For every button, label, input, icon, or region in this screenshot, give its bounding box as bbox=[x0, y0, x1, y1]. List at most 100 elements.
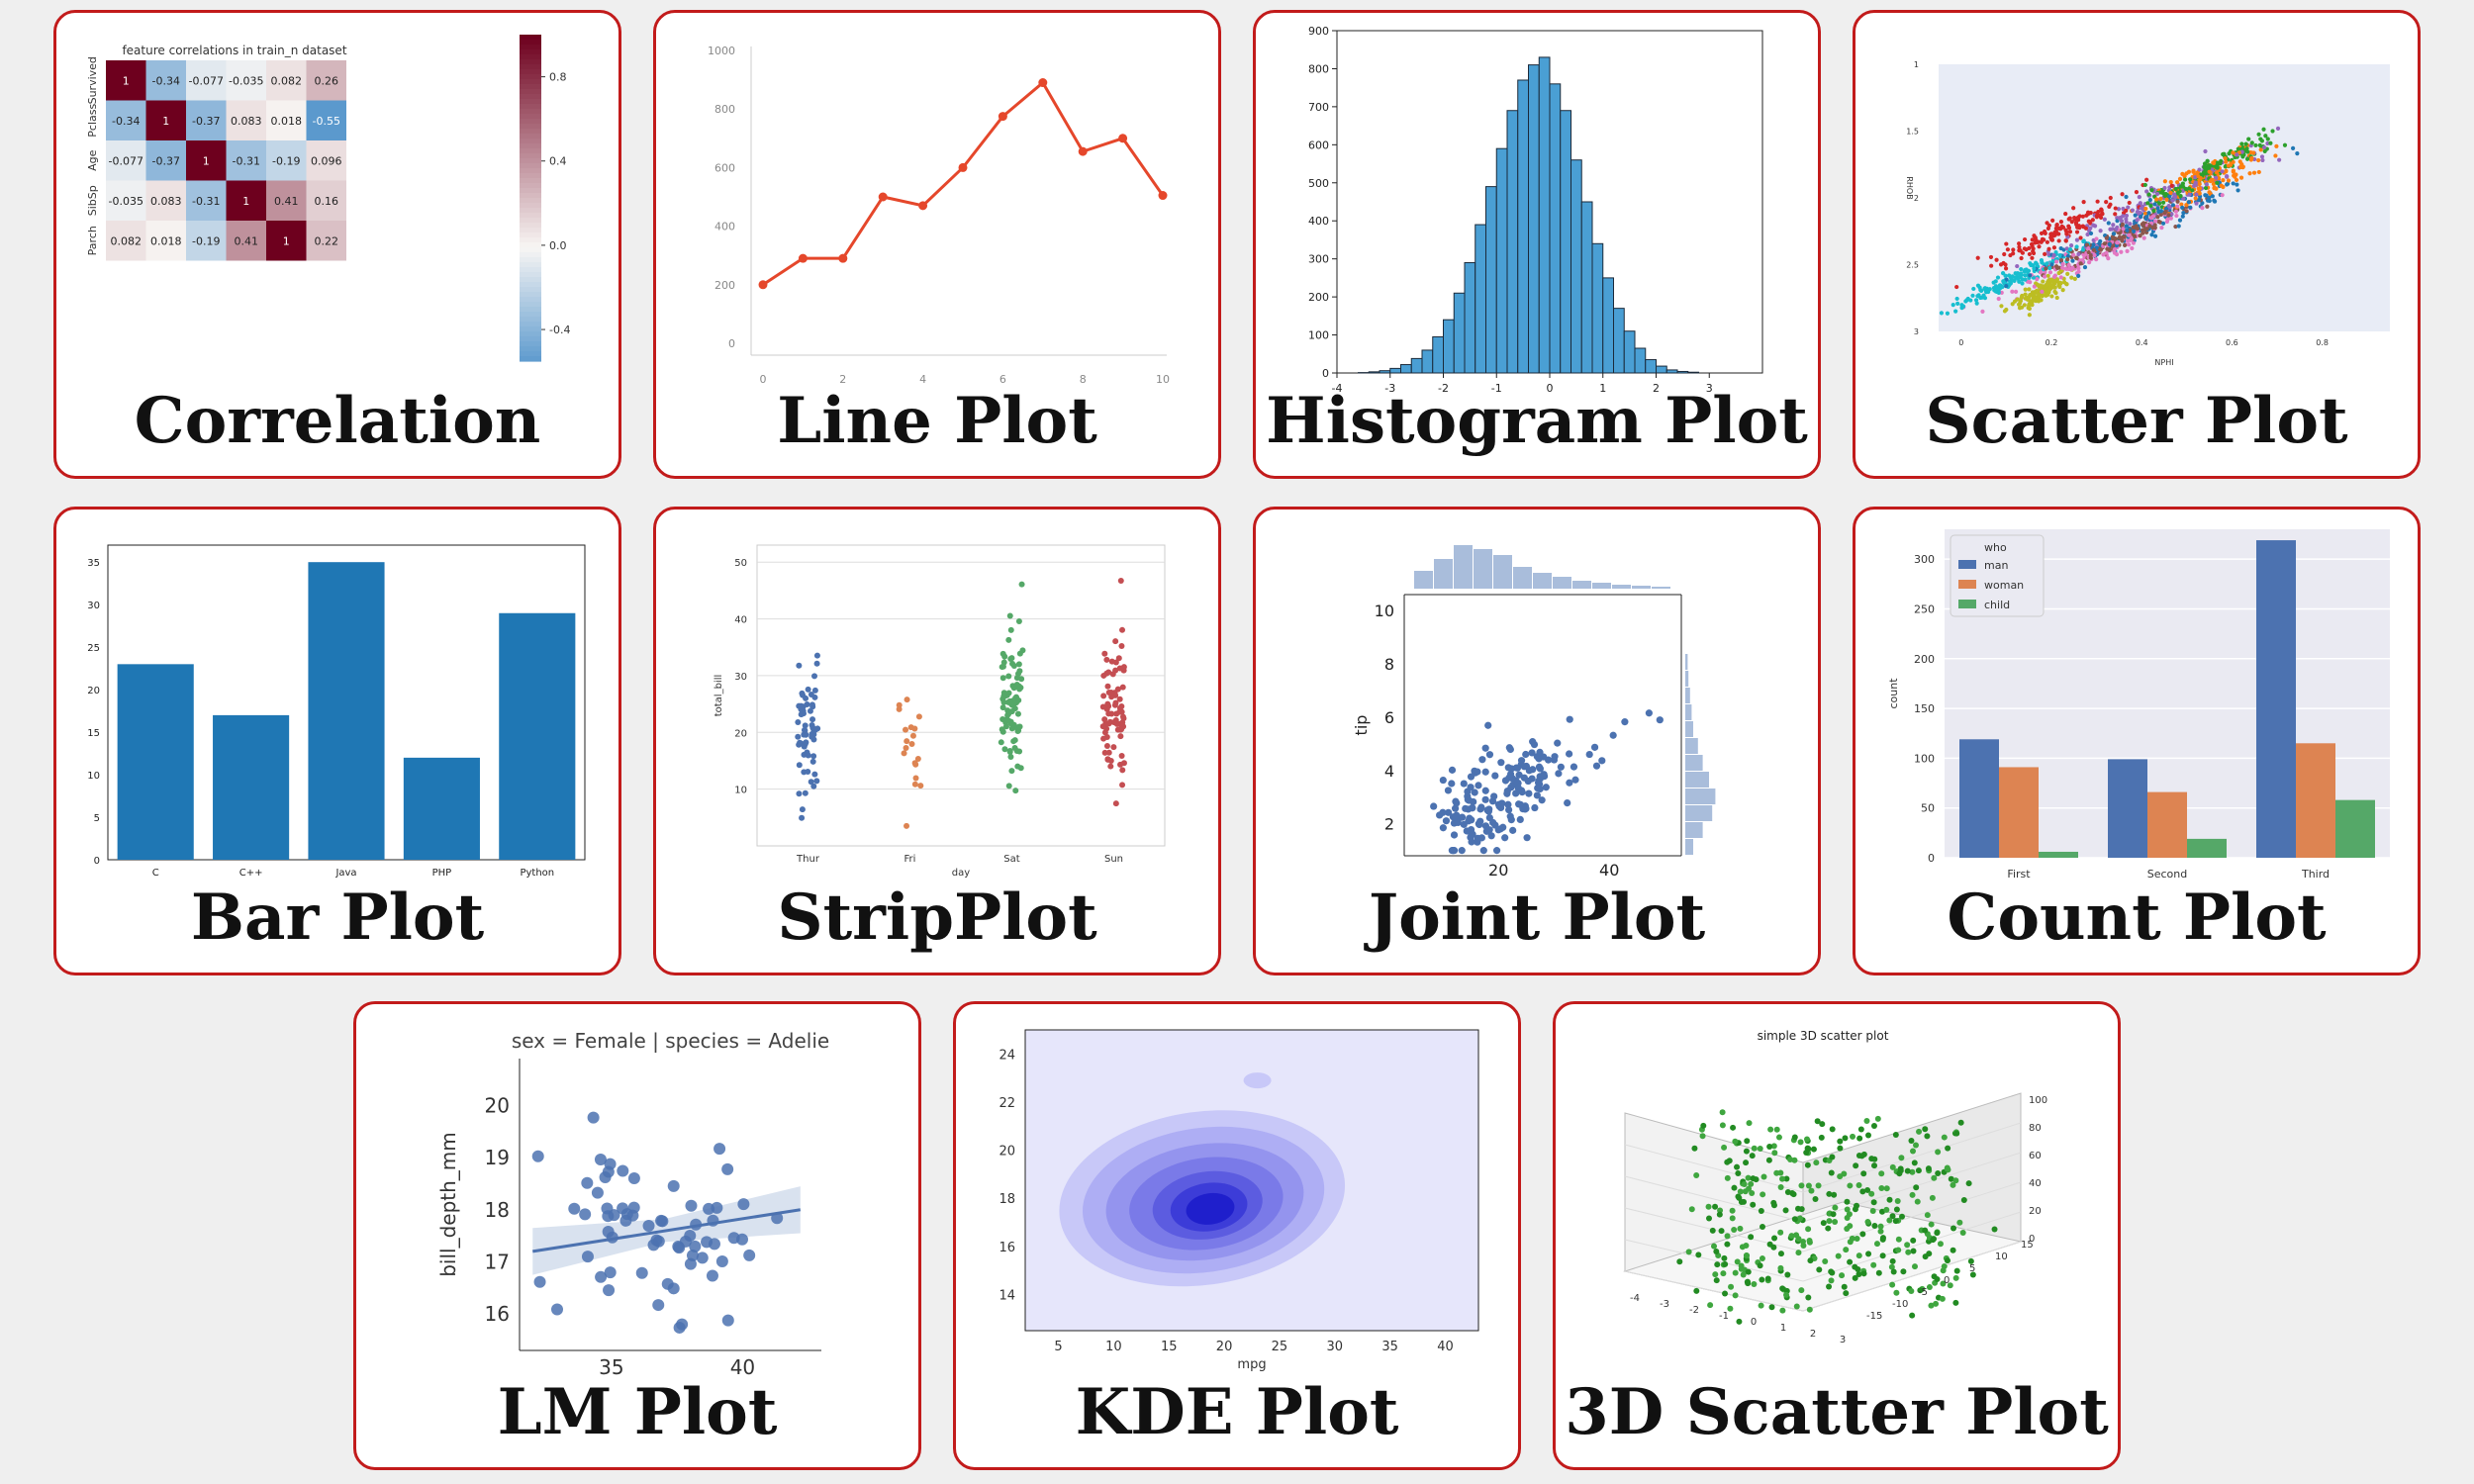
data-point bbox=[811, 771, 818, 778]
heatmap-cell bbox=[266, 140, 307, 181]
data-point bbox=[1890, 1268, 1897, 1275]
data-point bbox=[690, 1218, 703, 1231]
data-point bbox=[2015, 263, 2020, 269]
data-point bbox=[1498, 799, 1506, 807]
data-point bbox=[2223, 155, 2228, 161]
y-tick-label: 20 bbox=[87, 686, 100, 696]
data-point bbox=[1507, 770, 1515, 779]
data-point bbox=[2067, 230, 2073, 234]
data-point bbox=[1991, 1226, 1998, 1233]
x-tick-label: 0 bbox=[1547, 382, 1554, 395]
data-point bbox=[2155, 206, 2160, 211]
data-point bbox=[1621, 718, 1629, 726]
data-point bbox=[2175, 190, 2181, 195]
data-point bbox=[2063, 228, 2068, 232]
data-point bbox=[2246, 137, 2251, 141]
data-point bbox=[2037, 293, 2042, 298]
data-point bbox=[2156, 201, 2162, 206]
data-point bbox=[2049, 237, 2054, 242]
data-point bbox=[2047, 270, 2053, 275]
data-point bbox=[1835, 1252, 1842, 1259]
data-point bbox=[2144, 227, 2149, 232]
data-point bbox=[587, 1111, 600, 1124]
data-point bbox=[1812, 1195, 1819, 1202]
bar bbox=[499, 612, 576, 860]
data-point bbox=[2139, 206, 2143, 211]
data-point bbox=[2019, 266, 2024, 272]
data-point bbox=[1922, 1253, 1929, 1260]
data-point bbox=[1522, 750, 1530, 759]
histogram-bar bbox=[1368, 371, 1380, 374]
data-point bbox=[1453, 811, 1461, 819]
data-point bbox=[1815, 1182, 1822, 1189]
data-point bbox=[2176, 224, 2181, 229]
histogram-bar bbox=[1602, 277, 1614, 374]
data-point bbox=[1975, 294, 1980, 299]
data-point bbox=[2107, 204, 2112, 209]
data-point bbox=[2034, 288, 2040, 293]
data-point bbox=[1832, 1204, 1839, 1211]
y-tick-label: 18 bbox=[999, 1192, 1015, 1207]
data-point bbox=[2010, 274, 2015, 279]
data-point bbox=[2154, 197, 2159, 202]
data-point bbox=[1483, 806, 1492, 814]
data-point bbox=[2031, 246, 2036, 251]
cell-label: -0.31 bbox=[233, 154, 260, 167]
data-point bbox=[1843, 1247, 1850, 1253]
data-point bbox=[2208, 178, 2213, 184]
data-point bbox=[1800, 1239, 1807, 1246]
data-point bbox=[2074, 244, 2079, 249]
data-point bbox=[1551, 753, 1559, 761]
data-point bbox=[1864, 1186, 1871, 1193]
marginal-bar bbox=[1685, 721, 1693, 737]
data-point bbox=[1896, 1170, 1903, 1177]
data-point bbox=[1994, 257, 1999, 262]
data-point bbox=[1791, 1216, 1798, 1223]
data-point bbox=[1996, 296, 2001, 302]
data-point bbox=[2032, 284, 2037, 289]
cell-label: -0.077 bbox=[189, 74, 224, 87]
data-point bbox=[602, 1225, 615, 1238]
colorbar-segment bbox=[520, 218, 541, 224]
data-point bbox=[1525, 789, 1533, 797]
data-point bbox=[2220, 169, 2225, 174]
data-point bbox=[2273, 153, 2278, 158]
data-point bbox=[1707, 1302, 1714, 1309]
data-point bbox=[2175, 199, 2180, 204]
data-point bbox=[1964, 298, 1969, 303]
data-point bbox=[2126, 205, 2131, 210]
data-point bbox=[1430, 802, 1438, 810]
data-point bbox=[2127, 200, 2132, 206]
data-point bbox=[2190, 188, 2195, 193]
heatmap-cell bbox=[266, 180, 307, 221]
data-point bbox=[2030, 237, 2035, 242]
data-point bbox=[2207, 190, 2212, 195]
y-tick-label: 16 bbox=[485, 1302, 510, 1326]
data-point bbox=[735, 1233, 748, 1246]
data-point bbox=[2056, 270, 2061, 276]
data-point bbox=[2193, 196, 2198, 201]
x-axis-label: mpg bbox=[1237, 1357, 1266, 1372]
colorbar-segment bbox=[520, 69, 541, 75]
data-point bbox=[1464, 795, 1472, 803]
y-tick-label: 200 bbox=[1914, 653, 1935, 666]
data-point bbox=[1865, 1251, 1872, 1257]
data-point bbox=[1953, 309, 1958, 314]
data-point bbox=[1857, 1126, 1864, 1133]
data-point bbox=[1965, 1180, 1972, 1187]
data-point bbox=[1829, 1126, 1836, 1133]
data-point bbox=[1451, 804, 1460, 812]
data-point bbox=[1116, 696, 1123, 702]
data-point bbox=[798, 253, 808, 263]
data-point bbox=[2088, 253, 2093, 258]
data-point bbox=[617, 1202, 629, 1215]
data-point bbox=[1877, 1223, 1884, 1230]
y-tick-label: 20 bbox=[999, 1145, 1015, 1159]
data-point bbox=[2058, 220, 2064, 225]
y-tick-label: 900 bbox=[1308, 25, 1329, 38]
data-point bbox=[2170, 203, 2176, 208]
data-point bbox=[1957, 1119, 1964, 1126]
heatmap-cell bbox=[306, 100, 346, 140]
card-title: KDE Plot bbox=[1075, 1375, 1399, 1449]
